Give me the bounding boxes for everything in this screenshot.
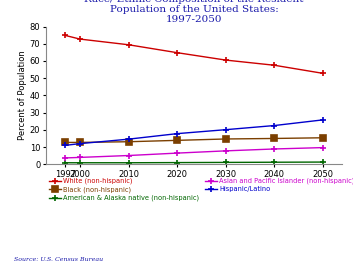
American & Alaska native (non-hispanic) (224, 161, 228, 164)
American & Alaska native (non-hispanic) (78, 161, 82, 164)
Hispanic/Latino (63, 144, 67, 147)
Black (non-hispanic) (175, 139, 179, 142)
American & Alaska native (non-hispanic) (321, 161, 325, 164)
Line: Hispanic/Latino: Hispanic/Latino (62, 117, 326, 148)
Asian and Pacific Islander (non-hispanic) (224, 149, 228, 152)
Asian and Pacific Islander (non-hispanic) (126, 154, 131, 157)
Hispanic/Latino (272, 124, 276, 127)
White (non-hispanic) (224, 59, 228, 62)
Line: American & Alaska native (non-hispanic): American & Alaska native (non-hispanic) (62, 159, 326, 166)
Asian and Pacific Islander (non-hispanic) (272, 147, 276, 151)
Black (non-hispanic) (63, 141, 67, 144)
Line: Asian and Pacific Islander (non-hispanic): Asian and Pacific Islander (non-hispanic… (62, 145, 326, 161)
American & Alaska native (non-hispanic) (63, 161, 67, 164)
Black (non-hispanic) (78, 141, 82, 144)
Hispanic/Latino (175, 132, 179, 135)
Hispanic/Latino (321, 118, 325, 121)
Legend: White (non-hispanic), Black (non-hispanic), American & Alaska native (non-hispan: White (non-hispanic), Black (non-hispani… (46, 175, 353, 204)
White (non-hispanic) (63, 34, 67, 37)
Black (non-hispanic) (272, 137, 276, 140)
Black (non-hispanic) (224, 137, 228, 140)
Hispanic/Latino (78, 142, 82, 145)
White (non-hispanic) (78, 37, 82, 41)
Text: Source: U.S. Census Bureau: Source: U.S. Census Bureau (14, 257, 103, 262)
White (non-hispanic) (175, 51, 179, 54)
Line: Black (non-hispanic): Black (non-hispanic) (62, 135, 326, 145)
Hispanic/Latino (126, 138, 131, 141)
Black (non-hispanic) (126, 140, 131, 143)
Black (non-hispanic) (321, 136, 325, 139)
Y-axis label: Percent of Population: Percent of Population (18, 51, 27, 140)
Asian and Pacific Islander (non-hispanic) (321, 146, 325, 149)
Hispanic/Latino (224, 128, 228, 131)
Asian and Pacific Islander (non-hispanic) (175, 152, 179, 155)
White (non-hispanic) (126, 43, 131, 46)
Asian and Pacific Islander (non-hispanic) (78, 156, 82, 159)
Title: Race/ Ethnic Composition of the Resident
Population of the United States:
1997-2: Race/ Ethnic Composition of the Resident… (84, 0, 304, 24)
White (non-hispanic) (272, 64, 276, 67)
White (non-hispanic) (321, 72, 325, 75)
Line: White (non-hispanic): White (non-hispanic) (62, 33, 326, 76)
American & Alaska native (non-hispanic) (272, 161, 276, 164)
Asian and Pacific Islander (non-hispanic) (63, 156, 67, 160)
American & Alaska native (non-hispanic) (175, 161, 179, 164)
American & Alaska native (non-hispanic) (126, 161, 131, 164)
